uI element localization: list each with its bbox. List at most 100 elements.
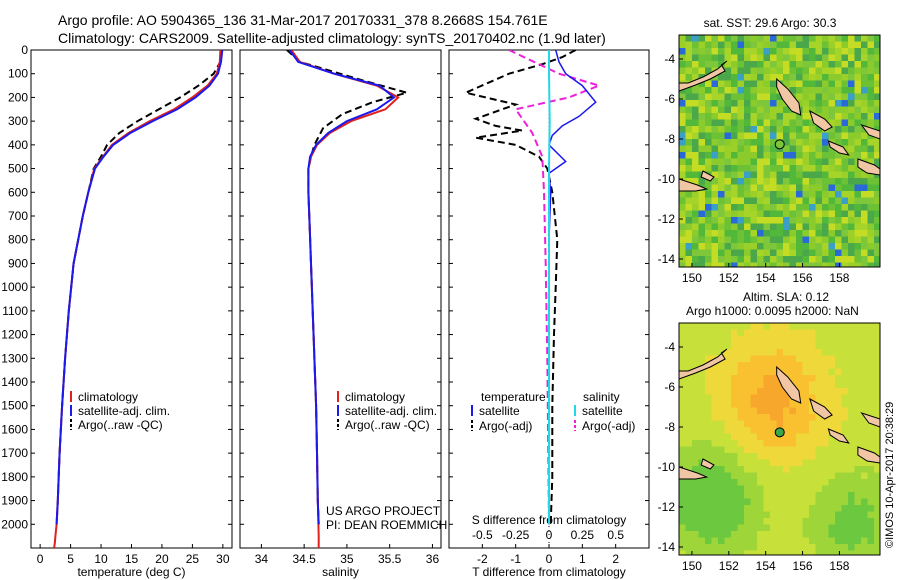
sla-cell xyxy=(737,544,745,551)
sst-cell xyxy=(731,41,738,49)
sst-cell xyxy=(750,223,758,231)
sst-cell xyxy=(796,165,803,172)
sst-cell xyxy=(685,74,693,81)
sst-cell xyxy=(848,119,855,127)
sla-cell xyxy=(802,440,810,447)
sst-cell xyxy=(757,165,764,172)
sla-cell xyxy=(841,362,849,369)
sla-cell xyxy=(776,485,784,493)
sla-cell xyxy=(711,544,719,551)
sla-cell xyxy=(783,407,790,415)
sla-cell xyxy=(705,349,712,356)
sst-cell xyxy=(789,152,797,159)
sst-cell xyxy=(757,113,764,120)
sla-cell xyxy=(757,498,764,506)
sst-cell xyxy=(685,171,693,179)
sla-cell xyxy=(783,355,790,363)
sla-cell xyxy=(737,420,745,428)
sst-cell xyxy=(744,41,751,49)
sst-cell xyxy=(802,74,810,81)
sla-cell xyxy=(848,453,855,460)
x-tick-label: 2 xyxy=(612,552,619,566)
sla-cell xyxy=(679,485,686,493)
sst-cell xyxy=(731,158,738,166)
sla-cell xyxy=(854,485,862,493)
sla-cell xyxy=(841,485,849,493)
sla-cell xyxy=(789,453,797,460)
sst-cell xyxy=(861,35,868,42)
sst-cell xyxy=(789,113,797,120)
sla-cell xyxy=(731,381,738,389)
sst-cell xyxy=(783,54,790,62)
sst-cell xyxy=(861,243,868,250)
sst-cell xyxy=(822,139,829,146)
sla-cell xyxy=(802,518,810,525)
sla-cell xyxy=(789,323,797,330)
sst-cell xyxy=(789,158,797,166)
sst-cell xyxy=(841,256,849,263)
sla-cell xyxy=(796,524,803,532)
sst-cell xyxy=(867,204,875,211)
sst-cell xyxy=(679,158,686,166)
sst-cell xyxy=(724,100,732,107)
sla-cell xyxy=(776,407,784,415)
sla-cell xyxy=(835,485,842,493)
sst-cell xyxy=(854,80,862,88)
sla-cell xyxy=(783,440,790,447)
sla-cell xyxy=(744,329,751,337)
sst-cell xyxy=(724,223,732,231)
sla-cell xyxy=(874,531,880,538)
sst-cell xyxy=(802,217,810,224)
sla-cell xyxy=(815,355,823,363)
sst-cell xyxy=(731,126,738,133)
sst-cell xyxy=(841,165,849,172)
sst-cell xyxy=(828,262,836,267)
sla-cell xyxy=(685,336,693,343)
sst-cell xyxy=(698,61,706,68)
sla-cell xyxy=(828,466,836,473)
sst-cell xyxy=(763,119,771,127)
sla-cell xyxy=(731,479,738,486)
sst-cell xyxy=(698,210,706,218)
sst-cell xyxy=(744,139,751,146)
sla-cell xyxy=(750,511,758,519)
sst-cell xyxy=(848,100,855,107)
sst-cell xyxy=(744,243,751,250)
sst-cell xyxy=(724,191,732,198)
sst-cell xyxy=(763,93,771,101)
sst-cell xyxy=(822,217,829,224)
sst-cell xyxy=(705,35,712,42)
sla-cell xyxy=(711,323,719,330)
sla-cell xyxy=(815,492,823,499)
sla-cell xyxy=(841,544,849,551)
sla-cell xyxy=(757,394,764,402)
sst-cell xyxy=(802,126,810,133)
sla-cell xyxy=(750,498,758,506)
sst-cell xyxy=(705,165,712,172)
sst-cell xyxy=(841,158,849,166)
sst-cell xyxy=(685,100,693,107)
sla-cell xyxy=(724,440,732,447)
sst-cell xyxy=(757,132,764,140)
sla-cell xyxy=(867,394,875,402)
sst-cell xyxy=(854,74,862,81)
sst-cell xyxy=(822,256,829,263)
sla-cell xyxy=(796,492,803,499)
sst-cell xyxy=(679,87,686,94)
sst-cell xyxy=(828,230,836,237)
sst-cell xyxy=(750,243,758,250)
sst-cell xyxy=(705,204,712,211)
sst-cell xyxy=(737,145,745,153)
sla-cell xyxy=(841,349,849,356)
sla-cell xyxy=(724,414,732,421)
sla-cell xyxy=(848,323,855,330)
sla-cell xyxy=(763,472,771,480)
sst-cell xyxy=(692,61,699,68)
sst-cell xyxy=(724,67,732,75)
sla-cell xyxy=(724,446,732,454)
sst-cell xyxy=(848,54,855,62)
sla-cell xyxy=(685,342,693,350)
sla-cell xyxy=(770,342,777,350)
sla-cell xyxy=(744,446,751,454)
sst-cell xyxy=(705,87,712,94)
